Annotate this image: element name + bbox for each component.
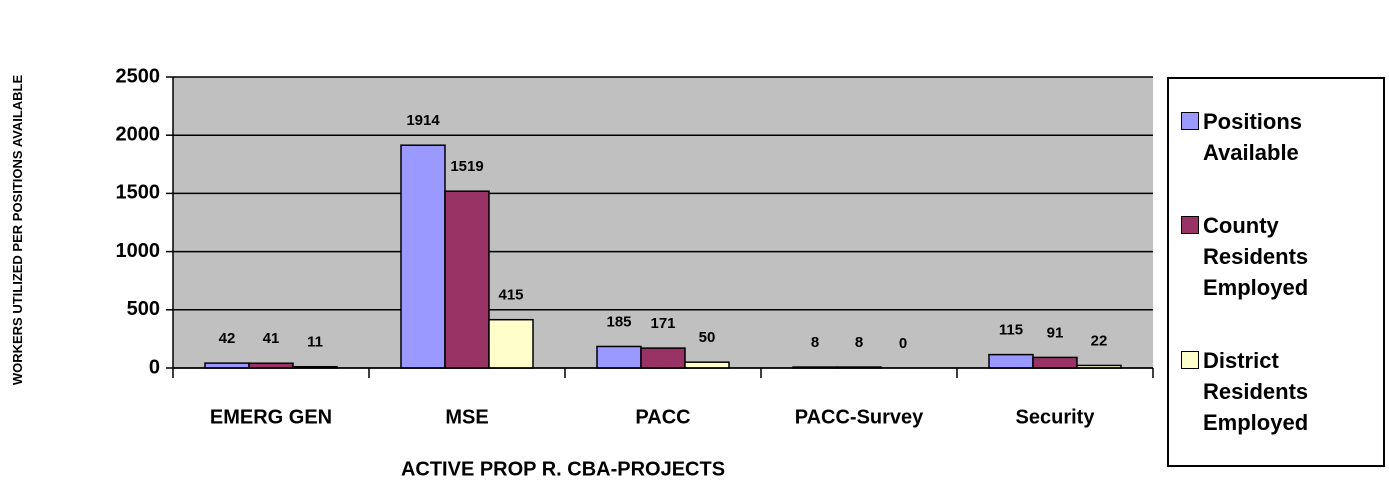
legend-label: Positions Available: [1203, 109, 1303, 165]
bar: [596, 345, 642, 369]
legend-label: District Residents Employed: [1203, 348, 1309, 435]
legend-swatch: [1181, 351, 1199, 369]
bar: [640, 347, 686, 369]
x-tick-label: PACC: [635, 406, 690, 428]
bar: [444, 190, 490, 369]
value-label: 91: [1047, 324, 1064, 341]
value-label: 41: [263, 330, 280, 347]
legend-swatch: [1181, 112, 1199, 130]
y-axis-title: WORKERS UTILIZED PER POSITIONS AVAILABLE: [10, 74, 25, 386]
legend-entry: Positions Available: [1169, 106, 1383, 168]
x-axis-title: ACTIVE PROP R. CBA-PROJECTS: [401, 458, 725, 480]
value-label: 0: [899, 335, 907, 352]
legend-entry: County Residents Employed: [1169, 210, 1383, 303]
x-tick-label: EMERG GEN: [210, 406, 332, 428]
y-tick-label: 2000: [116, 123, 161, 145]
legend: Positions Available County Residents Empl…: [1167, 77, 1385, 467]
y-tick-label: 0: [149, 356, 160, 378]
bar: [684, 361, 730, 369]
y-tick-label: 2500: [116, 65, 161, 87]
value-label: 415: [498, 287, 523, 304]
value-label: 1914: [406, 112, 440, 129]
plot-area: [173, 77, 1153, 368]
value-label: 8: [811, 334, 819, 351]
value-label: 185: [606, 313, 631, 330]
value-label: 11: [307, 334, 323, 351]
bar: [400, 144, 446, 369]
legend-label: County Residents Employed: [1203, 213, 1309, 300]
value-label: 1519: [450, 158, 483, 175]
value-label: 42: [219, 330, 236, 347]
legend-entry: District Residents Employed: [1169, 345, 1383, 438]
x-tick-label: MSE: [445, 406, 488, 428]
x-tick-label: PACC-Survey: [795, 406, 924, 428]
y-tick-label: 500: [127, 298, 160, 320]
bar: [1032, 356, 1078, 369]
y-tick-label: 1500: [116, 182, 161, 204]
value-label: 22: [1091, 332, 1108, 349]
x-tick-label: Security: [1016, 406, 1096, 428]
value-label: 171: [650, 315, 675, 332]
bar: [988, 353, 1034, 369]
value-label: 50: [699, 329, 716, 346]
value-label: 115: [999, 322, 1023, 339]
value-label: 8: [855, 334, 863, 351]
y-tick-label: 1000: [116, 240, 161, 262]
bar: [488, 318, 534, 369]
legend-swatch: [1181, 216, 1199, 234]
